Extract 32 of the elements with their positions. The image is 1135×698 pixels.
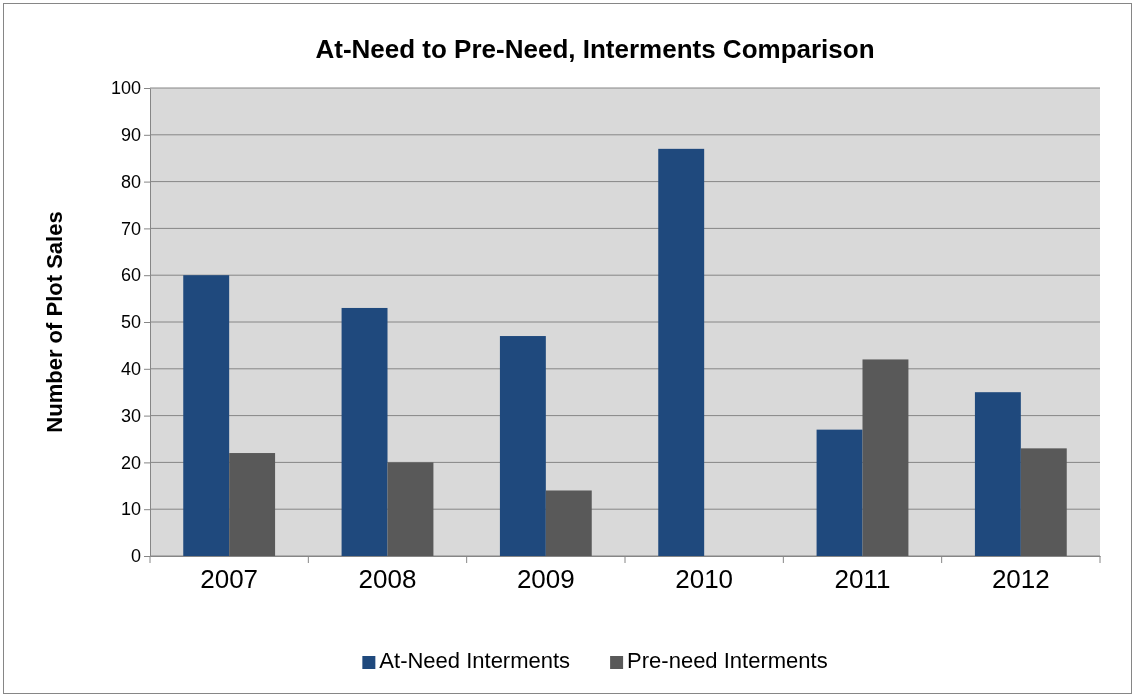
x-tick-label: 2010: [675, 563, 734, 594]
bar: [974, 392, 1021, 556]
bar: [545, 490, 592, 556]
y-tick-label: 50: [120, 312, 141, 333]
bar: [183, 275, 230, 556]
x-tick-label: 2008: [358, 563, 417, 594]
y-tick-label: 100: [110, 78, 141, 99]
x-tick-label: 2007: [200, 563, 259, 594]
y-tick-label: 80: [120, 171, 141, 192]
bar: [1020, 448, 1067, 556]
legend-label: At-Need Interments: [379, 648, 571, 673]
y-tick-label: 10: [120, 499, 141, 520]
bar: [862, 359, 909, 556]
legend-label: Pre-need Interments: [627, 648, 828, 673]
y-tick-label: 30: [120, 405, 141, 426]
bar: [387, 462, 434, 556]
bar: [499, 336, 546, 556]
chart-title: At-Need to Pre-Need, Interments Comparison: [315, 34, 875, 64]
y-tick-label: 60: [120, 265, 141, 286]
bar: [658, 148, 705, 556]
y-tick-label: 40: [120, 359, 141, 380]
y-tick-label: 20: [120, 452, 141, 473]
y-tick-label: 0: [130, 546, 141, 567]
y-tick-label: 70: [120, 218, 141, 239]
x-tick-label: 2011: [834, 563, 891, 594]
bar: [816, 429, 863, 556]
x-tick-label: 2012: [991, 563, 1050, 594]
x-tick-label: 2009: [516, 563, 575, 594]
y-axis-title: Number of Plot Sales: [42, 211, 67, 433]
bar: [341, 307, 388, 556]
y-tick-label: 90: [120, 125, 141, 146]
bar: [229, 453, 276, 556]
